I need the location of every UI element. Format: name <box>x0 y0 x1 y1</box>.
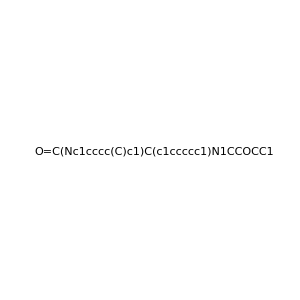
Text: O=C(Nc1cccc(C)c1)C(c1ccccc1)N1CCOCC1: O=C(Nc1cccc(C)c1)C(c1ccccc1)N1CCOCC1 <box>34 146 274 157</box>
